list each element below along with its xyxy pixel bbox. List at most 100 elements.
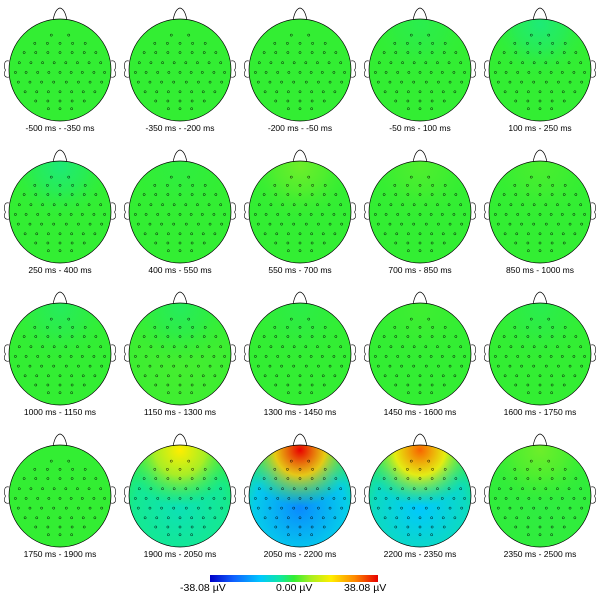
electrode-marker <box>574 477 578 480</box>
electrode-marker <box>298 232 302 236</box>
head-outline <box>488 302 592 406</box>
electrode-marker <box>526 525 530 529</box>
electrode-marker <box>262 51 266 54</box>
scalp-map <box>364 433 476 548</box>
electrode-marker <box>274 241 278 245</box>
electrode-marker <box>563 184 567 187</box>
electrode-marker <box>219 61 223 65</box>
head-outline <box>368 18 472 122</box>
electrode-marker <box>203 326 207 329</box>
electrode-marker <box>223 355 226 358</box>
electrode-marker <box>310 525 314 529</box>
electrode-marker <box>47 107 50 111</box>
head-outline <box>8 302 112 406</box>
electrode-marker <box>520 364 523 368</box>
electrode-marker <box>440 71 444 74</box>
electrode-marker <box>200 71 204 74</box>
electrode-marker <box>463 355 466 358</box>
electrode-marker <box>538 533 542 537</box>
electrode-marker <box>292 61 296 65</box>
head-outline <box>128 444 232 548</box>
electrode-marker <box>40 506 43 510</box>
nose-outline <box>172 7 188 21</box>
electrode-marker <box>550 516 553 520</box>
electrode-marker <box>557 222 560 226</box>
electrode-marker <box>384 355 388 358</box>
electrode-marker <box>35 232 39 236</box>
ear-outline <box>350 60 356 78</box>
electrode-marker <box>264 71 268 74</box>
electrode-marker <box>187 175 191 179</box>
electrode-marker <box>46 335 50 338</box>
electrode-marker <box>316 345 319 349</box>
electrode-marker <box>70 249 73 253</box>
electrode-marker <box>527 355 531 358</box>
electrode-marker <box>418 516 422 520</box>
electrode-marker <box>396 355 400 358</box>
electrode-marker <box>394 241 398 245</box>
electrode-marker <box>526 193 530 196</box>
electrode-marker <box>82 99 86 103</box>
electrode-marker <box>220 364 223 368</box>
electrode-marker <box>276 71 280 74</box>
electrode-marker <box>273 468 277 471</box>
electrode-marker <box>298 51 302 54</box>
electrode-marker <box>24 355 28 358</box>
electrode-marker <box>196 487 199 491</box>
electrode-marker <box>418 99 422 103</box>
electrode-marker <box>34 477 38 480</box>
electrode-marker <box>287 107 290 111</box>
electrode-marker <box>87 345 91 349</box>
scalp-map <box>4 7 116 122</box>
electrode-marker <box>274 335 278 338</box>
electrode-marker <box>281 61 284 65</box>
scalp-map <box>364 291 476 406</box>
electrode-marker <box>460 80 463 84</box>
electrode-marker <box>292 506 296 510</box>
electrode-marker <box>406 326 409 329</box>
electrode-marker <box>418 533 422 537</box>
electrode-marker <box>453 90 457 94</box>
electrode-marker <box>383 232 387 236</box>
electrode-marker <box>17 506 20 510</box>
electrode-marker <box>583 213 586 216</box>
electrode-marker <box>287 516 290 520</box>
topomap-cell: 250 ms - 400 ms <box>0 142 120 284</box>
electrode-marker <box>191 326 194 329</box>
electrode-marker <box>287 533 290 537</box>
electrode-marker <box>503 90 507 94</box>
electrode-marker <box>257 203 261 207</box>
electrode-marker <box>148 364 152 368</box>
electrode-marker <box>214 193 218 196</box>
scalp-map <box>124 149 236 264</box>
electrode-marker <box>70 477 74 480</box>
electrode-marker <box>142 193 146 196</box>
electrode-marker <box>263 374 267 378</box>
electrode-marker <box>134 213 137 216</box>
electrode-marker <box>64 487 68 491</box>
electrode-marker <box>547 459 551 463</box>
electrode-marker <box>424 222 428 226</box>
topomap-cell: 1150 ms - 1300 ms <box>120 284 240 426</box>
electrode-marker <box>374 355 377 358</box>
electrode-marker <box>287 374 290 378</box>
electrode-marker <box>58 391 62 395</box>
electrode-marker <box>167 374 170 378</box>
electrode-marker <box>309 71 313 74</box>
electrode-marker <box>99 345 103 349</box>
electrode-marker <box>276 213 280 216</box>
electrode-marker <box>52 203 56 207</box>
electrode-marker <box>142 51 146 54</box>
electrode-marker <box>430 241 434 245</box>
electrode-marker <box>47 355 51 358</box>
electrode-marker <box>178 241 182 245</box>
electrode-marker <box>70 107 73 111</box>
electrode-marker <box>264 497 268 500</box>
electrode-marker <box>58 71 62 74</box>
electrode-marker <box>544 61 548 65</box>
electrode-marker <box>92 213 96 216</box>
electrode-marker <box>70 374 73 378</box>
electrode-marker <box>36 213 40 216</box>
electrode-marker <box>527 232 530 236</box>
electrode-marker <box>307 317 311 321</box>
